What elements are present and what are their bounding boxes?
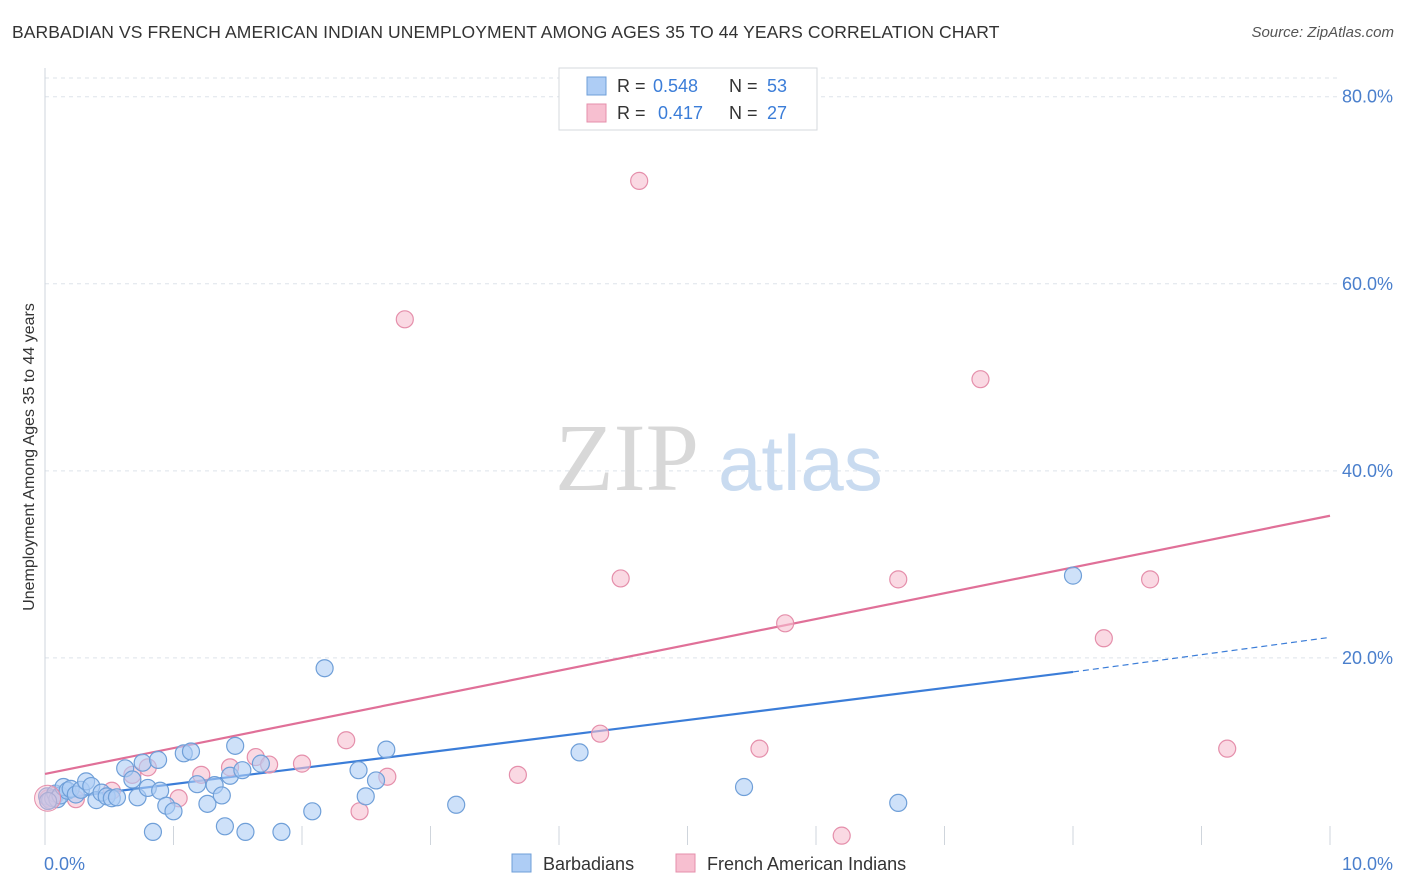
point-barbadians — [107, 788, 127, 807]
trend-line-french-american-indians — [44, 514, 1331, 775]
point-barbadians — [349, 761, 368, 780]
point-french-american-indians — [591, 724, 610, 743]
point-french-american-indians — [832, 826, 851, 845]
trend-line-barbadians-extension — [1072, 636, 1331, 673]
point-french-american-indians — [776, 614, 795, 633]
x-tick-label: 10.0% — [1342, 854, 1393, 874]
point-barbadians — [38, 791, 58, 811]
point-barbadians — [143, 822, 163, 842]
legend-top-r-label-2: R = — [617, 103, 646, 123]
legend-bottom-label-barbadians: Barbadians — [543, 854, 634, 874]
point-barbadians — [377, 740, 396, 759]
watermark: ZIP atlas — [555, 404, 883, 511]
point-french-american-indians — [337, 731, 356, 750]
point-french-american-indians — [889, 570, 908, 589]
point-french-american-indians — [292, 754, 312, 773]
point-barbadians — [1063, 566, 1083, 585]
point-barbadians — [215, 817, 234, 836]
point-french-american-indians — [611, 569, 630, 588]
point-french-american-indians — [1140, 570, 1160, 589]
chart-source: Source: ZipAtlas.com — [1251, 24, 1394, 41]
legend-top-swatch-pink — [586, 103, 607, 123]
point-barbadians — [447, 795, 466, 814]
point-french-american-indians — [750, 739, 769, 758]
point-barbadians — [570, 743, 589, 762]
legend-bottom-swatch-pink — [675, 853, 696, 873]
point-barbadians — [889, 793, 908, 813]
y-tick-label: 40.0% — [1342, 461, 1393, 481]
legend-bottom-label-french-american-indians: French American Indians — [707, 854, 906, 874]
point-french-american-indians — [630, 171, 649, 190]
point-barbadians — [226, 736, 245, 755]
grid-layer — [45, 77, 1338, 659]
y-tick-label: 80.0% — [1342, 87, 1393, 107]
legend-top-n-value-2: 27 — [767, 103, 787, 123]
point-french-american-indians — [971, 370, 990, 389]
point-barbadians — [123, 770, 142, 789]
point-barbadians — [272, 822, 291, 842]
point-barbadians — [133, 753, 152, 772]
point-barbadians — [233, 761, 252, 780]
point-barbadians — [164, 802, 183, 821]
point-barbadians — [356, 787, 375, 806]
point-french-american-indians — [1094, 629, 1113, 648]
point-barbadians — [212, 786, 231, 805]
y-tick-label: 20.0% — [1342, 648, 1393, 668]
legend-top-n-value-1: 53 — [767, 76, 787, 96]
legend-top: R = 0.548 N = 53 R = 0.417 N = 27 — [558, 67, 818, 131]
point-cluster-origin — [34, 784, 62, 812]
legend-top-r-value-1: 0.548 — [653, 76, 698, 96]
legend-top-r-label-1: R = — [617, 76, 646, 96]
point-barbadians — [148, 750, 168, 769]
x-tick-label: 0.0% — [44, 854, 85, 874]
legend-top-n-label-1: N = — [729, 76, 758, 96]
point-barbadians — [181, 742, 201, 761]
y-tick-label: 60.0% — [1342, 274, 1393, 294]
y-axis-label: Unemployment Among Ages 35 to 44 years — [21, 303, 38, 611]
point-barbadians — [366, 771, 386, 790]
point-french-american-indians — [1218, 739, 1237, 758]
axis-layer: 20.0% 40.0% 60.0% 80.0% 0.0% 10.0% — [44, 68, 1393, 874]
legend-bottom: Barbadians French American Indians — [511, 853, 906, 874]
point-barbadians — [315, 659, 334, 678]
point-barbadians — [734, 777, 754, 797]
point-barbadians — [303, 802, 322, 821]
legend-bottom-swatch-blue — [511, 853, 532, 873]
points-layer — [34, 171, 1237, 845]
legend-top-r-value-2: 0.417 — [658, 103, 703, 123]
watermark-zip: ZIP — [555, 404, 699, 511]
legend-top-n-label-2: N = — [729, 103, 758, 123]
legend-top-swatch-blue — [586, 76, 607, 96]
point-barbadians — [198, 794, 217, 813]
point-barbadians — [188, 775, 207, 794]
chart-title: BARBADIAN VS FRENCH AMERICAN INDIAN UNEM… — [12, 22, 1000, 42]
point-barbadians — [236, 822, 255, 842]
point-barbadians — [251, 754, 270, 773]
watermark-atlas: atlas — [718, 419, 883, 507]
point-french-american-indians — [395, 310, 414, 329]
point-french-american-indians — [508, 765, 527, 784]
